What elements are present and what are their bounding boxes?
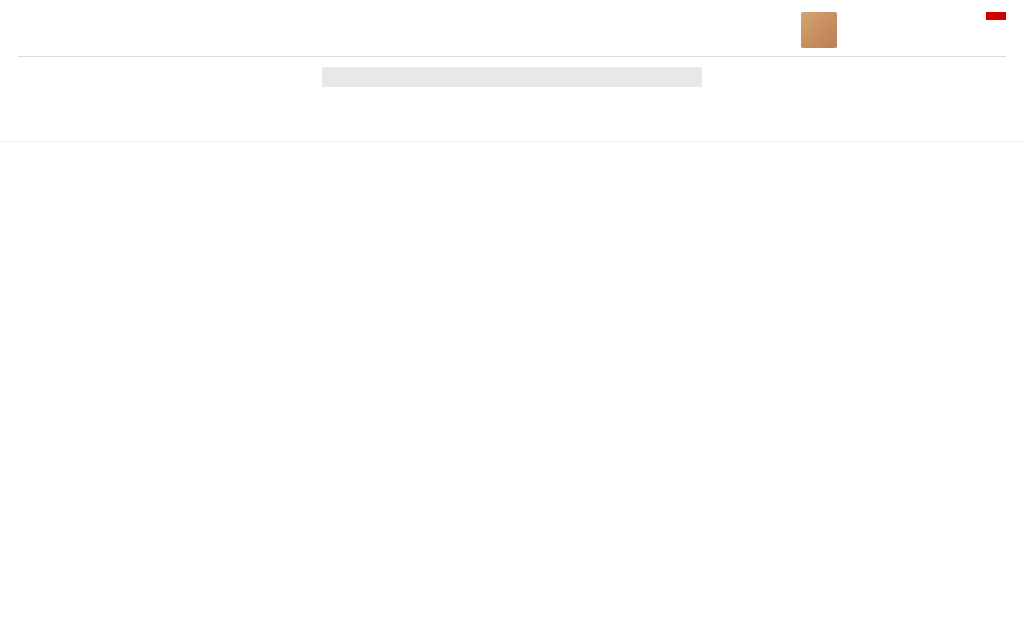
logo-brand bbox=[986, 12, 1006, 20]
header bbox=[18, 12, 1006, 57]
root-node bbox=[322, 67, 702, 87]
logo bbox=[986, 12, 1006, 22]
author-block bbox=[801, 12, 843, 48]
footer bbox=[0, 141, 1024, 146]
author-avatar bbox=[801, 12, 837, 48]
tree-connectors bbox=[28, 87, 996, 127]
header-text bbox=[18, 12, 658, 18]
